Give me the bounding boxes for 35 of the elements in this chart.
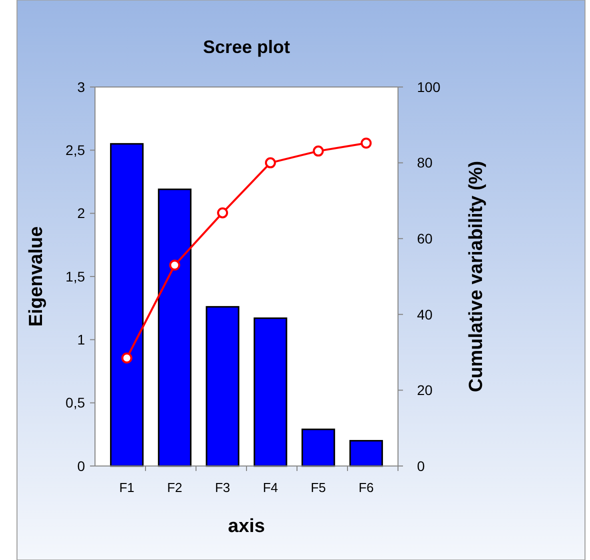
x-axis-title: axis [228, 516, 265, 537]
y2-tick-label: 40 [417, 306, 433, 322]
bar [254, 317, 288, 467]
chart-title: Scree plot [202, 37, 290, 57]
y2-tick-label: 100 [417, 78, 441, 95]
x-tick-label: F2 [167, 480, 182, 495]
x-tick-label: F6 [358, 480, 374, 495]
y2-tick-label: 80 [417, 154, 433, 171]
x-tick-label: F3 [214, 480, 230, 495]
y-axis-title: Eigenvalue [26, 226, 47, 327]
point [169, 260, 180, 271]
bar [206, 306, 240, 467]
y-tick-label: 3 [77, 78, 86, 95]
y-tick-label: 2,5 [66, 142, 86, 158]
y-tick-label: 1 [77, 332, 86, 348]
y-tick-label: 1,5 [66, 268, 86, 284]
bar [349, 440, 383, 467]
x-tick-label: F5 [310, 480, 326, 495]
point [121, 352, 132, 364]
y-tick-label: 0 [77, 458, 86, 474]
x-tick-label: F4 [262, 480, 278, 495]
y2-tick-label: 20 [417, 382, 433, 398]
y2-axis-title: Cumulative variability (%) [466, 160, 487, 392]
bar [110, 143, 144, 467]
bar [158, 188, 192, 467]
y2-tick-label: 60 [417, 230, 433, 246]
x-tick-label: F1 [119, 480, 134, 495]
point [217, 207, 228, 218]
y2-tick-label: 0 [417, 458, 425, 474]
point [264, 157, 276, 168]
bar [302, 428, 336, 467]
point [312, 146, 324, 157]
y-tick-label: 0,5 [66, 394, 86, 411]
y-tick-label: 2 [77, 205, 86, 222]
point [360, 138, 372, 149]
